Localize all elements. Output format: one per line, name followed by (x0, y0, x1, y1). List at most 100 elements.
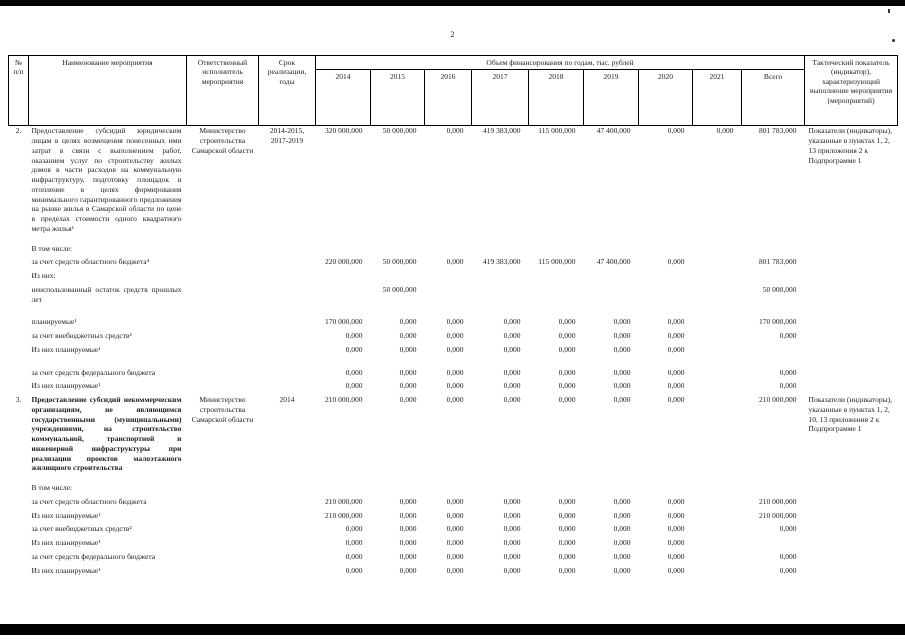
executor-cell: Министерство строительства Самарской обл… (191, 126, 254, 155)
indicator-cell (805, 244, 898, 258)
amount-2020-cell (639, 483, 693, 497)
executor-cell (187, 497, 259, 511)
executor-cell (187, 524, 259, 538)
amount-2017-cell: 0,000 (503, 344, 521, 354)
amount-2020-cell: 0,000 (667, 510, 685, 520)
executor-cell (187, 317, 259, 331)
row-number-cell (9, 566, 29, 580)
amount-2017-cell: 0,000 (503, 565, 521, 575)
executor-cell (187, 345, 259, 359)
total-column-header: Всего (740, 69, 806, 127)
row-number-cell: 3. (15, 395, 22, 405)
financing-table: № п/п Наименование мероприятия Ответстве… (8, 54, 899, 580)
budget-detail-row: за счет внебюджетных средств² 0,000 0,000 0… (9, 524, 898, 538)
year-column-header: 2017 (471, 69, 529, 127)
indicator-cell (805, 552, 898, 566)
amount-2017-cell: 419 383,000 (483, 257, 521, 267)
budget-detail-row: Из них планируемые¹ 0,000 0,000 0,000 0,000 0… (9, 566, 898, 580)
row-number-cell (9, 331, 29, 345)
amount-2014-cell: 210 000,000 (325, 395, 363, 405)
budget-detail-row: Из них планируемые¹ 210 000,000 0,000 0,000… (9, 511, 898, 525)
amount-2020-cell: 0,000 (667, 126, 685, 136)
amount-2016-cell (425, 285, 472, 309)
measure-name-cell (29, 308, 187, 317)
measure-name-cell: планируемые¹ (31, 317, 77, 327)
amount-2016-cell: 0,000 (446, 367, 464, 377)
amount-2016-cell (425, 483, 472, 497)
amount-2018-cell: 0,000 (558, 496, 576, 506)
executor-cell (187, 257, 259, 271)
amount-2015-cell: 0,000 (399, 524, 417, 534)
amount-total-cell: 210 000,000 (759, 510, 797, 520)
amount-2016-cell: 0,000 (446, 524, 464, 534)
term-cell (259, 566, 316, 580)
header-row-years: 2014 2015 2016 2017 2018 2019 2020 2021 … (9, 69, 898, 127)
term-cell (259, 524, 316, 538)
amount-2015-cell (371, 308, 425, 317)
measure-name-cell: В том числе: (31, 483, 73, 493)
amount-2019-cell: 47 400,000 (596, 257, 631, 267)
executor-cell (187, 483, 259, 497)
indicator-cell (805, 345, 898, 359)
measure-name-cell: В том числе: (31, 243, 73, 253)
amount-2020-cell: 0,000 (667, 538, 685, 548)
amount-2020-cell: 0,000 (667, 565, 685, 575)
amount-2016-cell: 0,000 (446, 126, 464, 136)
executor-cell (187, 368, 259, 382)
measure-row: 3. Предоставление субсидий некоммерческим… (9, 395, 898, 483)
amount-total-cell: 50 000,000 (762, 284, 797, 294)
term-cell (259, 552, 316, 566)
amount-total-cell (742, 483, 805, 497)
amount-2020-cell: 0,000 (667, 331, 685, 341)
amount-2019-cell: 0,000 (613, 381, 631, 391)
amount-2021-cell (693, 345, 742, 359)
amount-2019-cell: 0,000 (613, 510, 631, 520)
scan-speck (892, 39, 895, 42)
measure-name-cell: за счет средств областного бюджета⁴ (31, 257, 150, 267)
amount-2015-cell: 0,000 (399, 551, 417, 561)
amount-2014-cell: 320 000,000 (325, 126, 363, 136)
amount-2018-cell: 0,000 (558, 551, 576, 561)
amount-2018-cell: 0,000 (558, 367, 576, 377)
amount-2015-cell (371, 483, 425, 497)
year-column-header: 2016 (424, 69, 472, 127)
term-cell (259, 244, 316, 258)
amount-2017-cell: 0,000 (503, 317, 521, 327)
indicator-cell (805, 381, 898, 395)
budget-detail-row: В том числе: (9, 244, 898, 258)
term-cell (259, 381, 316, 395)
term-cell (259, 308, 316, 317)
amount-2015-cell: 0,000 (399, 367, 417, 377)
header-col-term: Срок реализации, годы (258, 54, 316, 127)
year-column-header: 2020 (638, 69, 693, 127)
amount-2021-cell (693, 566, 742, 580)
amount-2018-cell: 115 000,000 (538, 257, 576, 267)
row-number-cell (9, 317, 29, 331)
budget-detail-row: за счет средств федерального бюджета 0,00… (9, 552, 898, 566)
amount-2014-cell: 220 000,000 (325, 257, 363, 267)
amount-2018-cell: 0,000 (558, 344, 576, 354)
amount-2018-cell (529, 359, 584, 368)
term-cell: 2014-2015, 2017-2019 (269, 126, 305, 146)
amount-2016-cell (425, 244, 472, 258)
term-cell (259, 331, 316, 345)
budget-detail-row: Из них: (9, 271, 898, 285)
amount-2014-cell (316, 308, 371, 317)
amount-total-cell (742, 359, 805, 368)
amount-2014-cell: 170 000,000 (325, 317, 363, 327)
amount-2015-cell: 0,000 (399, 317, 417, 327)
amount-2019-cell: 0,000 (613, 496, 631, 506)
amount-2021-cell (693, 483, 742, 497)
row-number-cell (9, 257, 29, 271)
row-number-cell (9, 271, 29, 285)
amount-2014-cell (316, 244, 371, 258)
amount-2021-cell (693, 538, 742, 552)
term-cell (259, 317, 316, 331)
term-cell (259, 497, 316, 511)
amount-2017-cell (472, 244, 529, 258)
term-cell (259, 483, 316, 497)
amount-2018-cell: 0,000 (558, 510, 576, 520)
amount-2019-cell: 0,000 (613, 367, 631, 377)
amount-2017-cell: 0,000 (503, 496, 521, 506)
amount-2016-cell (425, 359, 472, 368)
